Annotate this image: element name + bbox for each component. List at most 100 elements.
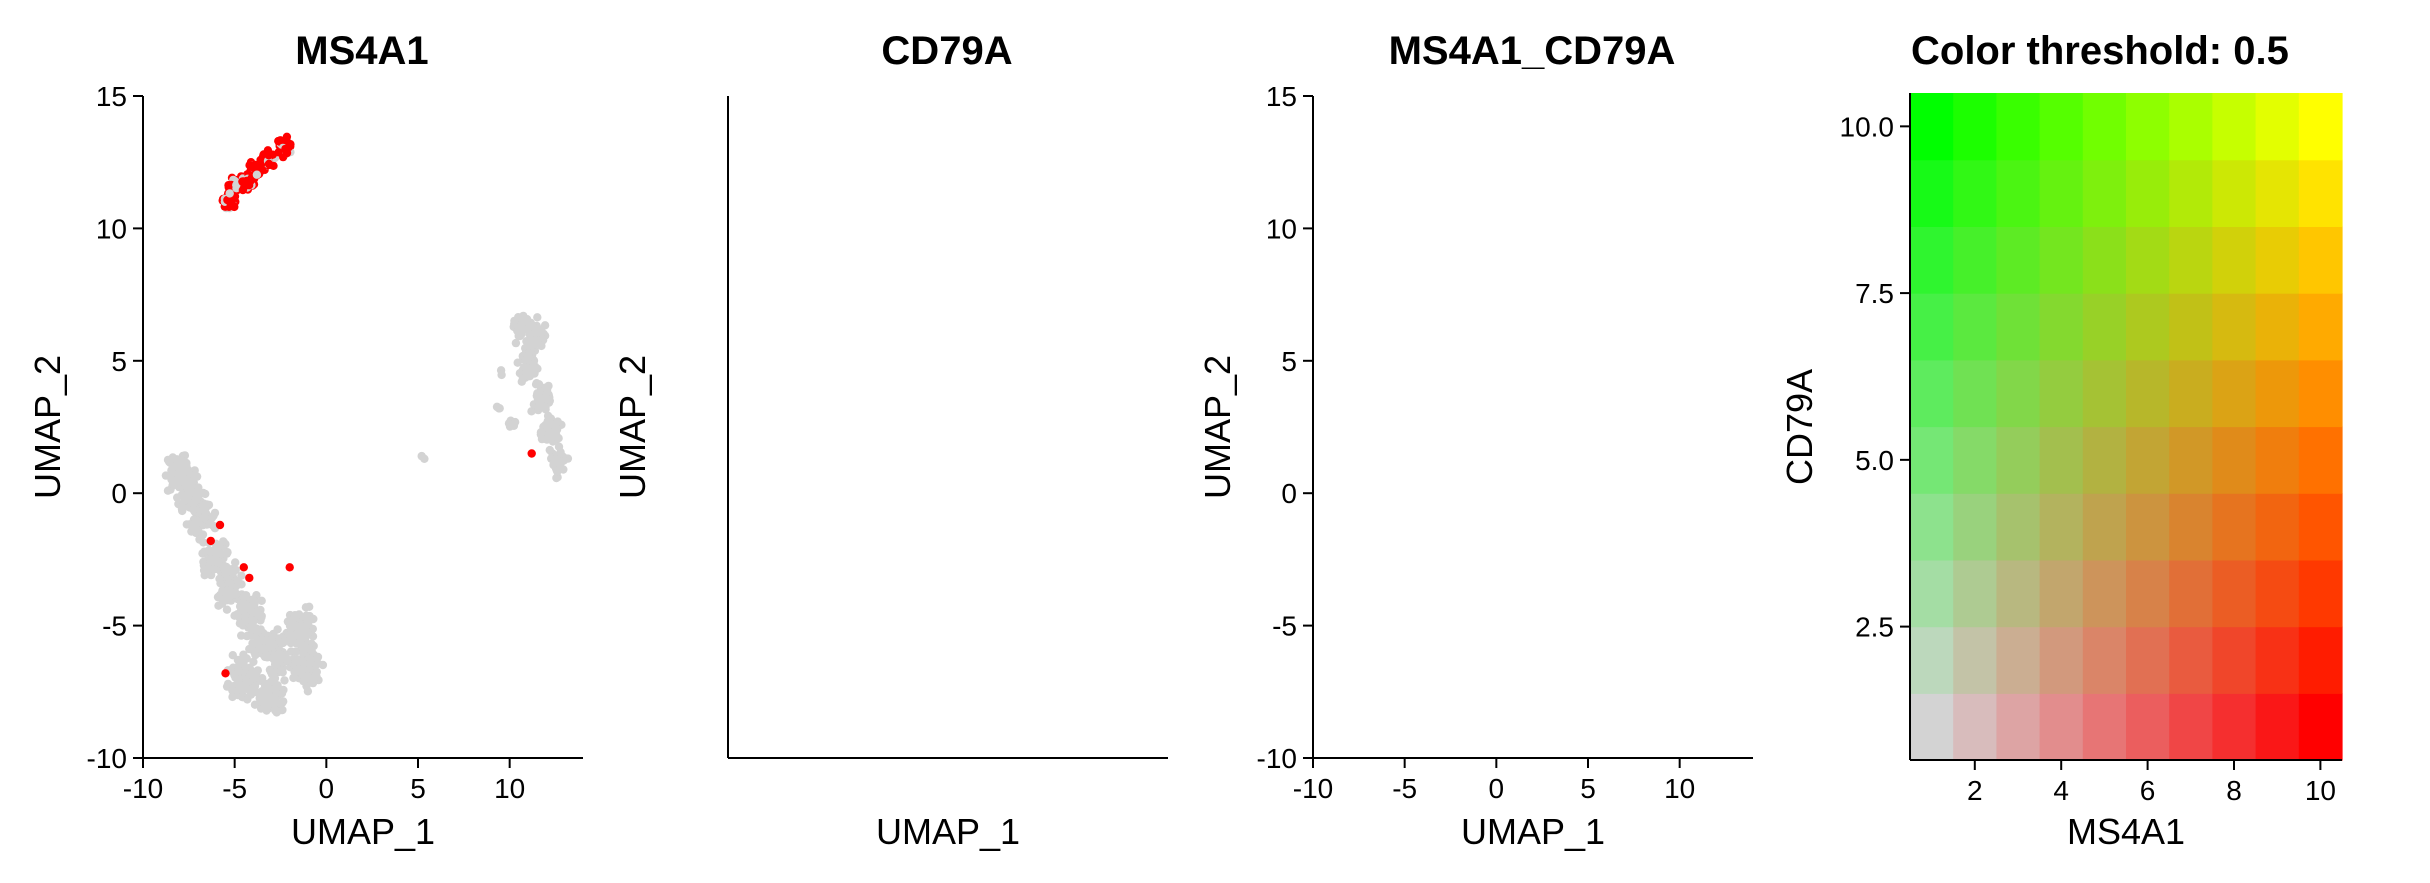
cell-point [1385,557,1393,565]
cell-point [1425,640,1433,648]
cell-point [1479,615,1487,623]
cell-point [1440,685,1448,693]
cell-point [1468,633,1476,641]
cell-point [1393,682,1401,690]
cell-point [1423,171,1431,179]
cell-point [1450,151,1458,159]
cell-point [1426,167,1434,175]
cell-point [1695,359,1703,367]
cell-point [1699,357,1707,365]
cell-point [1361,498,1369,506]
cell-point [1356,495,1364,503]
y-tick-label: 2.5 [1855,612,1894,643]
heatmap-cell [2169,226,2213,294]
cell-point [1722,451,1730,459]
cell-point [1412,669,1420,677]
cell-point [1395,196,1403,204]
cell-point [1449,141,1457,149]
cell-point [1441,694,1449,702]
cell-point [1716,424,1724,432]
cell-point [1356,486,1364,494]
cell-point [1693,358,1701,366]
cell-point [1436,151,1444,159]
cell-point [1409,176,1417,184]
cell-point [1432,636,1440,644]
cell-point [1350,463,1358,471]
cell-point [1400,186,1408,194]
cell-point [1359,518,1367,526]
cell-point [1351,493,1359,501]
cell-point [1360,496,1368,504]
cell-point [1468,640,1476,648]
cell-point [1369,501,1377,509]
cell-point [1411,685,1419,693]
cell-point [1459,660,1467,668]
cell-point [1397,193,1405,201]
cell-point [1346,469,1354,477]
cell-point [1394,191,1402,199]
cell-point [1448,706,1456,714]
cell-point [1710,401,1718,409]
cell-point [1715,399,1723,407]
cell-point [221,569,230,578]
cell-point [1476,658,1484,666]
cell-point [1444,640,1452,648]
cell-point [1480,642,1488,650]
cell-point [1412,177,1420,185]
cell-point [1371,509,1379,517]
cell-point [1422,629,1430,637]
cell-point [1443,656,1451,664]
cell-point [1397,199,1405,207]
cell-point [1475,657,1483,665]
cell-point [1349,477,1357,485]
cell-point [542,394,552,403]
cell-point [1350,474,1358,482]
cell-point [1403,592,1411,600]
cell-point [1393,548,1401,556]
cell-point [1373,556,1381,564]
cell-point [1353,490,1361,498]
cell-point [1716,423,1724,431]
cell-point [1417,164,1425,172]
cell-point [1410,176,1418,184]
cell-point [1404,677,1412,685]
cell-point [1409,177,1417,185]
cell-point [1391,195,1399,203]
cell-point [1697,357,1705,365]
cell-point [1397,197,1405,205]
cell-point [1474,687,1482,695]
cell-point [1724,465,1732,473]
cell-point [1400,185,1408,193]
cell-point [1698,360,1706,368]
cell-point [247,668,257,678]
cell-point [1419,176,1427,184]
cell-point [1410,593,1418,601]
cell-point [1695,327,1703,335]
cell-point [1404,179,1412,187]
cell-point [1392,204,1400,212]
cell-point [1414,170,1422,178]
cell-point [1441,686,1449,694]
cell-point [1368,511,1376,519]
cell-point [1449,664,1457,672]
cell-point [1385,564,1393,572]
cell-point [1454,139,1462,147]
cell-point [1409,174,1417,182]
cell-point [1468,640,1476,648]
cell-point [1403,182,1411,190]
cell-point [1484,653,1492,661]
cell-point [1358,490,1366,498]
x-tick-label: -5 [222,773,247,804]
cell-point [1416,686,1424,694]
cell-point [1364,494,1372,502]
cell-point [1420,673,1428,681]
cell-point [1401,671,1409,679]
cell-point [1445,660,1453,668]
cell-point [1477,665,1485,673]
cell-point [1412,179,1420,187]
cell-point [1690,367,1698,375]
cell-point [163,486,173,495]
cell-point [1434,147,1442,155]
cell-point [1412,677,1420,685]
heatmap-cell [2212,693,2257,761]
